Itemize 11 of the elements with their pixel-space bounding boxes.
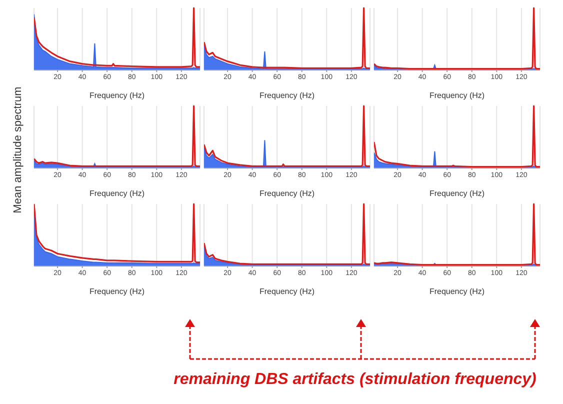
- x-axis-title: Frequency (Hz): [259, 287, 315, 296]
- x-axis-title: Frequency (Hz): [89, 91, 145, 100]
- x-axis-title: Frequency (Hz): [259, 189, 315, 198]
- x-axis-title: Frequency (Hz): [259, 91, 315, 100]
- x-axis-title: Frequency (Hz): [429, 189, 485, 198]
- x-axis-title: Frequency (Hz): [89, 287, 145, 296]
- x-axis-title: Frequency (Hz): [89, 189, 145, 198]
- x-axis-title: Frequency (Hz): [429, 287, 485, 296]
- text: remaining DBS artifacts (stimulation frequency): [172, 371, 538, 389]
- x-axis-title: Frequency (Hz): [429, 91, 485, 100]
- y-axis-title: Mean amplitude spectrum: [12, 86, 24, 214]
